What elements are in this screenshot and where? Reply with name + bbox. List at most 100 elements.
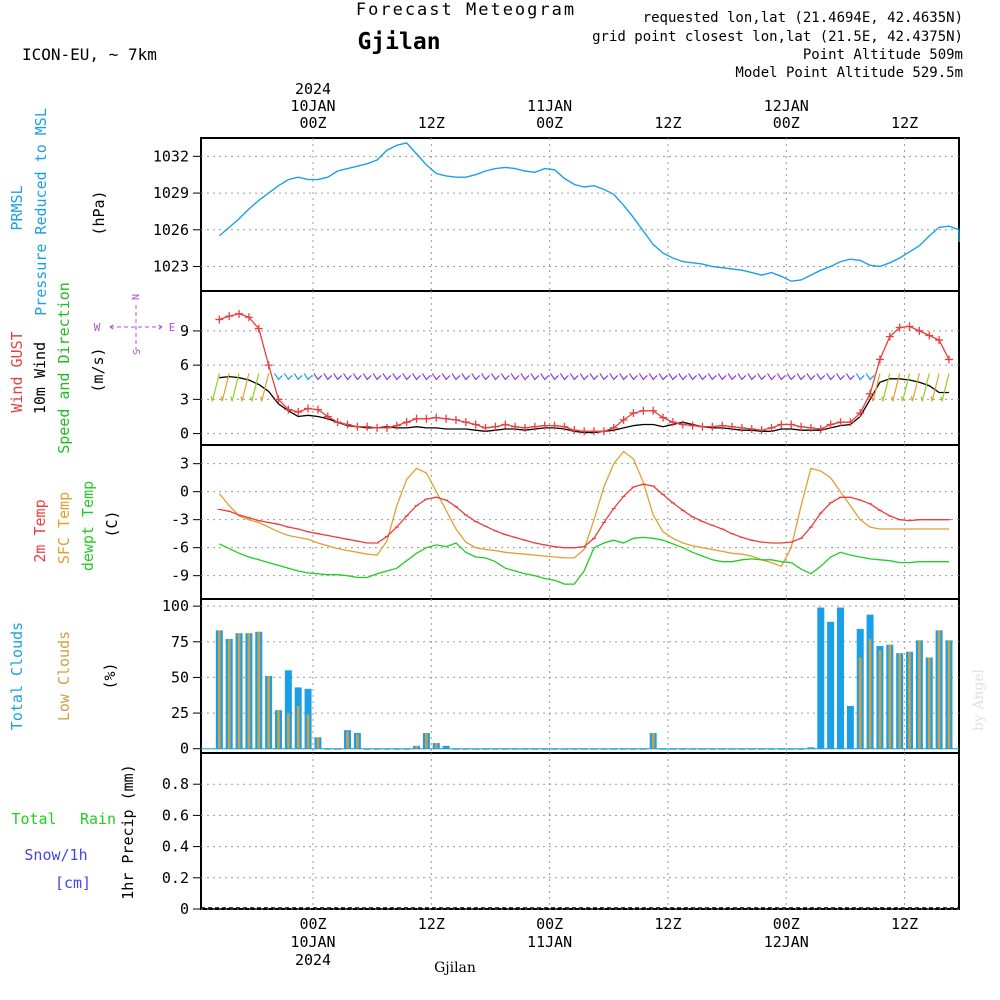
footer-location: Gjilan [434,960,476,976]
wind-gust-point [274,395,283,404]
low-clouds-bar [927,657,931,749]
low-clouds-bar [415,745,418,749]
wind-direction-barb [540,373,550,381]
wind-gust-point [333,418,342,427]
wind-gust-point [885,332,894,341]
temp-ytick-label: -9 [171,567,189,585]
wind-direction-barb [250,373,260,402]
clouds-unit: (%) [101,662,119,689]
wind-gust-point [875,355,884,364]
wind-gust-point [649,406,658,415]
wind-direction-barb [210,373,220,402]
compass-north: N [131,294,142,300]
wind-direction-barb [441,373,451,381]
wind-gust-point [235,309,244,318]
pressure-ytick-label: 1023 [153,258,189,276]
wind-direction-barb [619,373,629,381]
compass-arrows [109,305,163,350]
top-time-label: 00Z [536,114,563,132]
wind-direction-barb [230,373,240,402]
wind-gust-point [609,423,618,432]
total-clouds-bar [284,670,292,749]
top-time-label: 12Z [891,114,918,132]
bottom-time-label: 11JAN [527,933,572,951]
low-clouds-bar [247,633,251,749]
wind-direction-barb [421,373,431,381]
wind-gust-point [254,324,263,333]
wind-direction-barb [920,373,930,402]
wind-direction-barb [891,373,901,402]
wind-direction-barb [510,373,520,381]
bottom-time-label: 12Z [654,915,681,933]
top-time-label: 12Z [654,114,681,132]
wind-gust-point [698,422,707,431]
low-clouds-bar [858,657,862,749]
low-clouds-bar [346,731,349,749]
wind-gust-point [540,421,549,430]
bottom-time-label: 2024 [295,951,331,969]
wind-gust-point [787,420,796,429]
wind-gust-point [599,427,608,436]
wind-label-10m: 10m Wind [31,342,49,414]
wind-direction-barb [766,373,776,381]
low-clouds-bar [947,640,951,749]
wind-direction-barb [530,373,540,381]
top-time-label: 12JAN [764,97,809,115]
wind-gust-point [737,423,746,432]
wind-gust-point [944,355,953,364]
low-clouds-bar [908,651,911,749]
wind-direction-barb [362,373,372,381]
wind-gust-point [619,415,628,424]
wind-gust-point [343,420,352,429]
wind-direction-barb [757,373,767,381]
wind-gust-point [708,422,717,431]
compass-east: E [169,321,176,334]
wind-direction-barb [579,373,589,381]
low-clouds-bar [868,638,872,749]
wind-direction-barb [930,373,940,402]
wind-direction-barb [855,373,865,381]
top-time-label: 2024 [295,80,331,98]
requested-coords: requested lon,lat (21.4694E, 42.4635N) [643,10,963,26]
wind-direction-barb [727,373,737,381]
wind-gust-point [501,420,510,429]
wind-direction-barb [402,373,412,381]
low-clouds-bar [888,644,892,749]
bottom-time-label: 00Z [299,915,326,933]
wind-direction-barb [707,373,717,381]
bottom-time-label: 00Z [536,915,563,933]
wind-gust-point [826,420,835,429]
temp-ytick-label: -3 [171,511,189,529]
wind-direction-barb [806,373,816,381]
precip-ytick-label: 0.6 [162,806,189,824]
low-clouds-bar [257,631,261,749]
wind-gust-point [570,426,579,435]
wind-direction-barb [638,373,648,381]
wind-gust-point [925,331,934,340]
wind-direction-barb [382,373,392,381]
wind-direction-barb [220,373,230,402]
total-clouds-bar [807,747,815,749]
wind-direction-barb [668,373,678,381]
low-clouds-bar [937,630,941,749]
wind-direction-barb [845,373,855,381]
wind-direction-barb [816,373,826,381]
low-clouds-bar [878,650,882,749]
wind-direction-barb [717,373,727,381]
wind-gust-point [668,418,677,427]
temp-ytick-label: 0 [180,483,189,501]
wind-direction-barb [559,373,569,381]
top-time-label: 10JAN [290,97,335,115]
wind-direction-barb [293,373,303,381]
wind-direction-barb [481,373,490,381]
pressure-label-1: PRMSL [8,185,26,230]
labels-layer: PRMSL Pressure Reduced to MSL (hPa) Wind GU… [8,108,175,900]
clouds-ytick-label: 100 [162,597,189,615]
clouds-ytick-label: 25 [171,704,189,722]
precip-label-snow: Snow/1h [24,846,87,864]
wind-direction-barb [240,373,250,402]
wind-gust-point [856,409,865,418]
clouds-ytick-label: 50 [171,668,189,686]
wind-gust-point [382,423,391,432]
precip-unit: 1hr Precip (mm) [119,764,137,899]
